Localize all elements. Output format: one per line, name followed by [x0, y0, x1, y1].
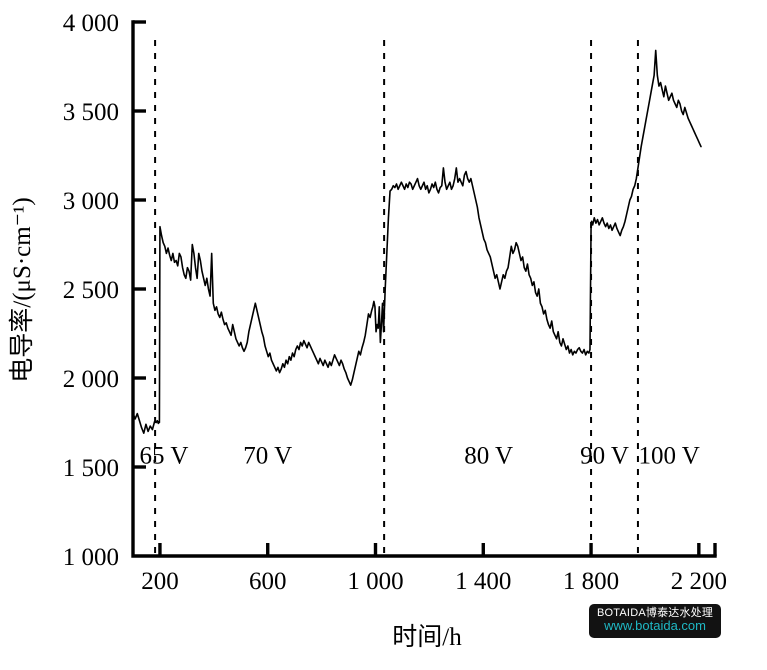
watermark: BOTAIDA博泰达水处理 www.botaida.com — [589, 604, 722, 638]
axis-spines — [131, 20, 717, 558]
voltage-divider-lines — [154, 40, 639, 556]
watermark-url: www.botaida.com — [604, 618, 706, 634]
voltage-label: 70 V — [243, 442, 292, 469]
x-tick-label: 1 000 — [347, 568, 403, 595]
x-tick-label: 200 — [141, 568, 179, 595]
y-tick-label: 1 000 — [63, 544, 119, 571]
data-series-group — [132, 49, 702, 434]
y-tick-label: 4 000 — [63, 10, 119, 37]
x-tick-label: 1 400 — [455, 568, 511, 595]
y-tick-label: 1 500 — [63, 455, 119, 482]
y-axis-title: 电导率/(μS·cm⁻¹) — [8, 197, 36, 382]
voltage-label: 80 V — [464, 442, 513, 469]
watermark-brand: BOTAIDA博泰达水处理 — [597, 607, 714, 619]
y-tick-label: 2 000 — [63, 366, 119, 393]
y-tick-label: 3 000 — [63, 188, 119, 215]
y-tick-label: 2 500 — [63, 277, 119, 304]
x-tick-label: 1 800 — [563, 568, 619, 595]
y-tick-label: 3 500 — [63, 99, 119, 126]
voltage-label: 65 V — [140, 442, 189, 469]
x-tick-label: 2 200 — [671, 568, 727, 595]
voltage-label: 100 V — [639, 442, 700, 469]
x-axis-title: 时间/h — [392, 623, 462, 651]
series-line — [132, 49, 702, 434]
x-tick-label: 600 — [249, 568, 287, 595]
y-tick-group: 1 000 1 500 2 000 2 500 3 000 3 500 4 000 — [63, 10, 146, 571]
x-tick-group: 200 600 1 000 1 400 1 800 2 200 — [141, 543, 727, 595]
voltage-label: 90 V — [580, 442, 629, 469]
voltage-annotations: 65 V 70 V 80 V 90 V 100 V — [140, 442, 700, 469]
